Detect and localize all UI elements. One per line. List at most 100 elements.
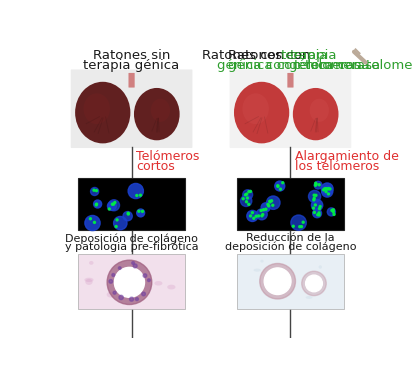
Circle shape bbox=[256, 209, 267, 220]
Circle shape bbox=[279, 188, 281, 190]
Circle shape bbox=[322, 189, 324, 191]
Circle shape bbox=[133, 264, 137, 268]
Circle shape bbox=[332, 211, 334, 213]
Circle shape bbox=[328, 188, 330, 190]
FancyBboxPatch shape bbox=[229, 70, 351, 148]
Ellipse shape bbox=[233, 82, 289, 143]
Circle shape bbox=[323, 188, 325, 190]
Circle shape bbox=[312, 207, 314, 209]
Text: terapia génica: terapia génica bbox=[83, 59, 179, 73]
Circle shape bbox=[314, 183, 316, 185]
Bar bbox=[236, 253, 343, 309]
Circle shape bbox=[276, 185, 278, 187]
Circle shape bbox=[314, 194, 316, 196]
Circle shape bbox=[321, 186, 332, 197]
Circle shape bbox=[300, 226, 302, 228]
Circle shape bbox=[128, 184, 143, 199]
Bar bbox=[236, 178, 343, 230]
Circle shape bbox=[95, 204, 97, 206]
Circle shape bbox=[85, 215, 100, 231]
Ellipse shape bbox=[305, 296, 312, 299]
Circle shape bbox=[292, 225, 294, 227]
Circle shape bbox=[320, 183, 332, 195]
Circle shape bbox=[118, 267, 121, 269]
Circle shape bbox=[313, 211, 315, 214]
Circle shape bbox=[316, 214, 318, 216]
Circle shape bbox=[93, 189, 95, 191]
Circle shape bbox=[108, 208, 110, 210]
FancyBboxPatch shape bbox=[287, 73, 293, 87]
Circle shape bbox=[129, 297, 133, 301]
Circle shape bbox=[138, 210, 140, 212]
Text: Telómeros: Telómeros bbox=[136, 150, 199, 163]
Circle shape bbox=[312, 209, 321, 218]
Circle shape bbox=[131, 261, 134, 264]
Ellipse shape bbox=[150, 99, 170, 122]
Circle shape bbox=[261, 214, 263, 215]
Ellipse shape bbox=[268, 281, 273, 284]
Circle shape bbox=[318, 207, 320, 210]
Bar bbox=[78, 178, 185, 230]
Text: génica con telomerasa: génica con telomerasa bbox=[228, 59, 380, 73]
Circle shape bbox=[127, 213, 129, 215]
Circle shape bbox=[111, 203, 113, 205]
Ellipse shape bbox=[134, 88, 179, 140]
Circle shape bbox=[89, 218, 91, 220]
FancyBboxPatch shape bbox=[128, 73, 134, 87]
Circle shape bbox=[115, 225, 117, 228]
Circle shape bbox=[324, 191, 326, 193]
Text: los telómeros: los telómeros bbox=[294, 160, 378, 173]
Circle shape bbox=[263, 268, 290, 294]
Circle shape bbox=[308, 190, 320, 203]
Ellipse shape bbox=[154, 281, 162, 285]
Ellipse shape bbox=[85, 279, 93, 285]
Ellipse shape bbox=[242, 93, 268, 124]
Ellipse shape bbox=[260, 260, 263, 263]
Text: Ratones sin: Ratones sin bbox=[93, 49, 170, 62]
Circle shape bbox=[254, 215, 256, 217]
Circle shape bbox=[242, 198, 244, 200]
Circle shape bbox=[268, 200, 270, 202]
Text: Ratones con: Ratones con bbox=[202, 49, 288, 62]
Text: Ratones con: Ratones con bbox=[228, 49, 314, 62]
Circle shape bbox=[311, 200, 322, 211]
Circle shape bbox=[313, 181, 321, 189]
Circle shape bbox=[139, 194, 141, 196]
Circle shape bbox=[324, 188, 326, 190]
Circle shape bbox=[264, 208, 266, 210]
Bar bbox=[78, 253, 185, 309]
Circle shape bbox=[259, 263, 295, 299]
Ellipse shape bbox=[292, 88, 338, 140]
Circle shape bbox=[330, 209, 332, 211]
Circle shape bbox=[267, 205, 269, 207]
Circle shape bbox=[257, 215, 259, 217]
Ellipse shape bbox=[83, 93, 110, 124]
Circle shape bbox=[112, 274, 114, 276]
Ellipse shape bbox=[84, 278, 93, 282]
Circle shape bbox=[93, 200, 101, 208]
Circle shape bbox=[93, 222, 95, 223]
Circle shape bbox=[249, 215, 251, 217]
Circle shape bbox=[127, 212, 129, 214]
Ellipse shape bbox=[75, 82, 130, 143]
Circle shape bbox=[305, 275, 322, 292]
Circle shape bbox=[317, 214, 319, 216]
Circle shape bbox=[247, 191, 249, 193]
Circle shape bbox=[123, 212, 132, 221]
Circle shape bbox=[313, 204, 316, 206]
Circle shape bbox=[119, 295, 123, 300]
Circle shape bbox=[90, 187, 98, 195]
Circle shape bbox=[271, 204, 273, 206]
Circle shape bbox=[114, 268, 144, 297]
Circle shape bbox=[116, 219, 118, 221]
Circle shape bbox=[326, 188, 328, 190]
Circle shape bbox=[301, 221, 304, 223]
Circle shape bbox=[249, 190, 251, 192]
Circle shape bbox=[327, 188, 329, 190]
FancyBboxPatch shape bbox=[71, 70, 192, 148]
Circle shape bbox=[312, 199, 314, 201]
Circle shape bbox=[298, 226, 300, 228]
Ellipse shape bbox=[309, 99, 328, 122]
Circle shape bbox=[276, 185, 278, 187]
Circle shape bbox=[252, 217, 254, 219]
